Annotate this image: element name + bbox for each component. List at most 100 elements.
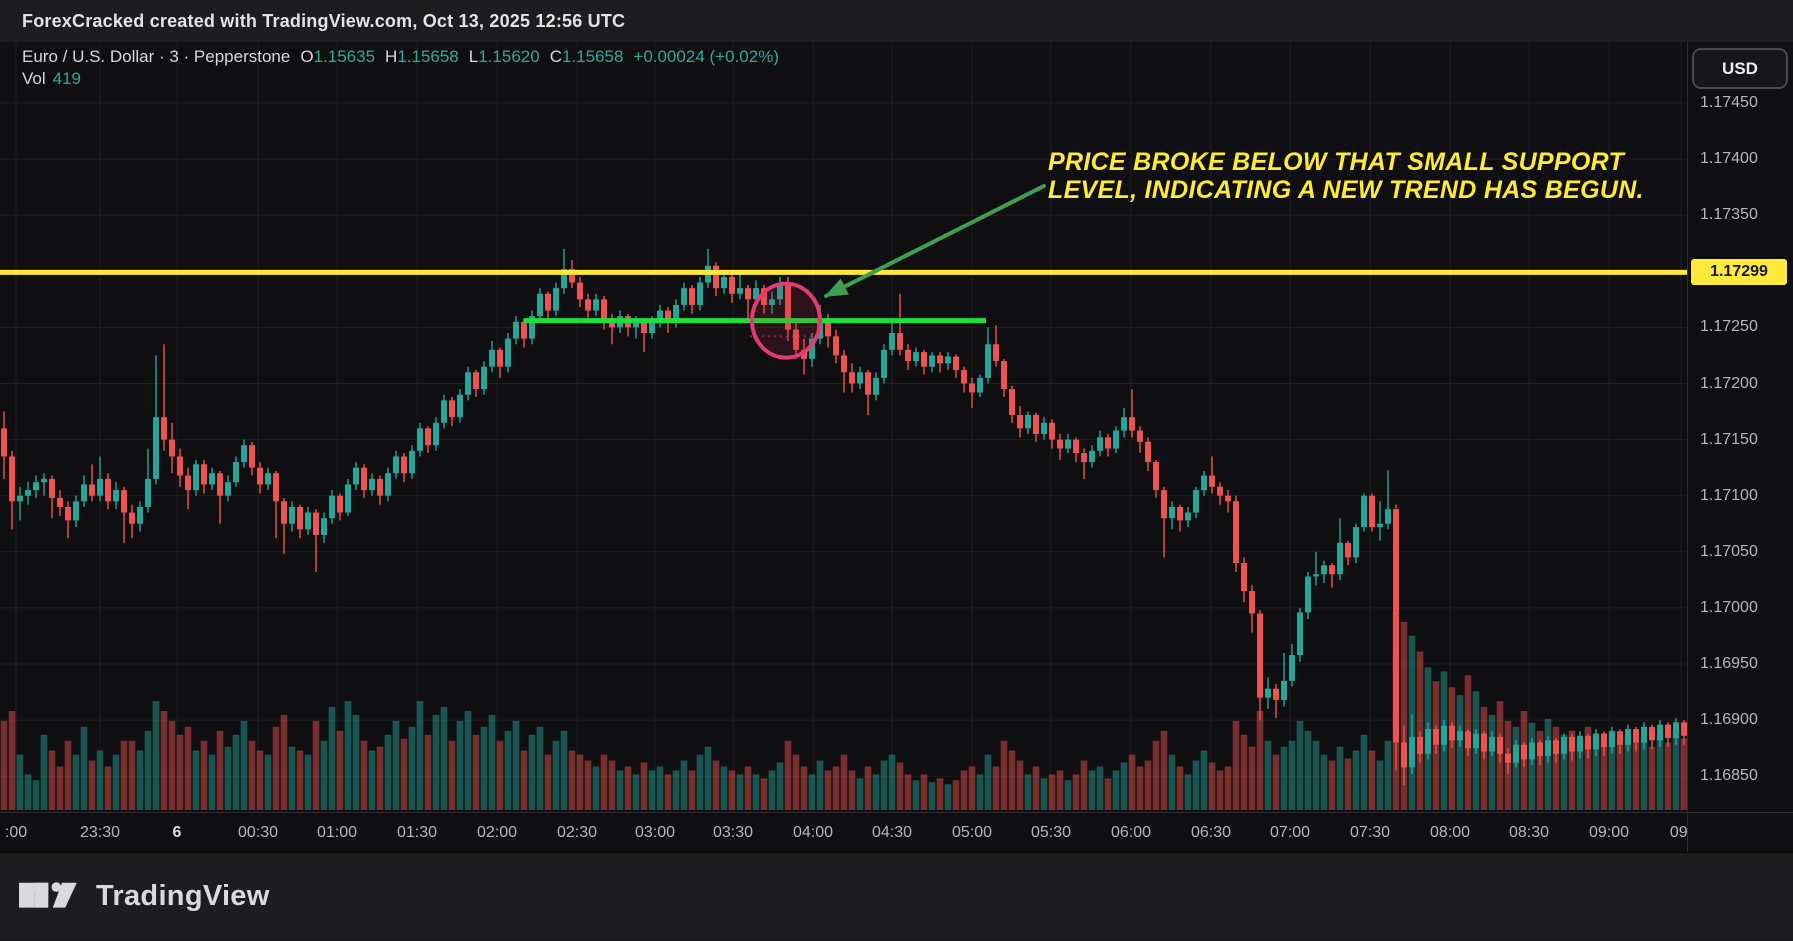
price-tick-label: 1.17000: [1700, 598, 1758, 616]
volume-bar: [632, 774, 640, 810]
candle: [777, 284, 783, 300]
price-axis[interactable]: USD 1.17299 1.17450 1.17400 1.17350 1.17250…: [1687, 42, 1793, 812]
candle: [1241, 563, 1247, 592]
volume-bar: [848, 770, 856, 810]
time-tick-label: 03:30: [712, 823, 754, 841]
volume-bar: [920, 774, 928, 810]
volume-bar: [720, 766, 728, 810]
volume-bar: [392, 720, 400, 810]
candle: [1665, 724, 1671, 739]
volume-bar: [680, 760, 688, 810]
volume-bar: [136, 750, 144, 810]
candlestick-chart[interactable]: [0, 42, 1687, 812]
candle: [881, 349, 887, 378]
price-tick-label: 1.17450: [1700, 94, 1758, 111]
candle: [585, 299, 591, 311]
volume-bar: [1600, 740, 1608, 810]
candle: [1369, 495, 1375, 528]
candle: [1521, 744, 1527, 760]
volume-bar: [1104, 778, 1112, 810]
candle: [1121, 417, 1127, 431]
volume-bar: [960, 770, 968, 810]
volume-bar: [1640, 738, 1648, 810]
candle: [465, 372, 471, 395]
currency-button[interactable]: USD: [1692, 48, 1788, 89]
candle: [697, 282, 703, 305]
candle: [329, 495, 335, 519]
candle: [1097, 437, 1103, 451]
volume-bar: [344, 701, 352, 810]
candle: [633, 321, 639, 328]
volume-bar: [1584, 726, 1592, 810]
volume-bar: [1384, 740, 1392, 810]
volume-bar: [896, 762, 904, 810]
candle: [1465, 731, 1471, 749]
volume-bar: [304, 754, 312, 810]
candle: [769, 299, 775, 305]
volume-bar: [416, 701, 424, 810]
symbol-legend[interactable]: Euro / U.S. Dollar · 3 · Pepperstone O 1.…: [22, 47, 779, 67]
candle: [193, 464, 199, 491]
candle: [249, 445, 255, 468]
volume-legend[interactable]: Vol 419: [22, 69, 81, 89]
candle: [921, 352, 927, 367]
time-tick-label: 08:00: [1429, 823, 1471, 841]
candle: [857, 372, 863, 384]
volume-bar: [48, 750, 56, 810]
volume-bar: [528, 734, 536, 810]
candle: [1305, 576, 1311, 613]
chart-pane[interactable]: Euro / U.S. Dollar · 3 · Pepperstone O 1.…: [0, 42, 1687, 812]
candle: [1201, 475, 1207, 491]
candle: [793, 329, 799, 350]
volume-bar: [1272, 754, 1280, 810]
time-tick-label: 02:30: [556, 823, 598, 841]
candle: [1265, 688, 1271, 698]
volume-bar: [648, 770, 656, 810]
volume-bar: [1648, 746, 1656, 810]
candle: [1321, 565, 1327, 575]
volume-bar: [704, 746, 712, 810]
ohlc-high: H 1.15658: [385, 47, 459, 66]
candle: [1161, 490, 1167, 519]
volume-bar: [1568, 730, 1576, 810]
tradingview-logo-icon[interactable]: [19, 881, 83, 912]
candle: [1545, 740, 1551, 757]
candle: [1257, 613, 1263, 698]
volume-bar: [760, 778, 768, 810]
volume-bar: [776, 762, 784, 810]
time-axis[interactable]: :00 23:30 6 00:30 01:00 01:30 02:00 02:30 03:00 0…: [0, 813, 1687, 852]
volume-bar: [1032, 766, 1040, 810]
volume-bar: [744, 766, 752, 810]
volume-bar: [472, 734, 480, 810]
candle: [1409, 736, 1415, 768]
volume-bar: [672, 770, 680, 810]
volume-bar: [1168, 754, 1176, 810]
candle: [1249, 591, 1255, 614]
candle: [785, 284, 791, 330]
time-axis-row: :00 23:30 6 00:30 01:00 01:30 02:00 02:30 03:00 0…: [0, 812, 1793, 852]
candle: [1577, 735, 1583, 752]
candle: [1009, 389, 1015, 415]
candle: [1609, 731, 1615, 748]
volume-bar: [1112, 770, 1120, 810]
volume-bar: [584, 760, 592, 810]
volume-bar: [280, 714, 288, 810]
candle: [985, 344, 991, 378]
candle: [1281, 680, 1287, 700]
volume-bar: [480, 726, 488, 810]
volume-bar: [536, 726, 544, 810]
volume-bar: [1008, 750, 1016, 810]
time-tick-label: 09:00: [1588, 823, 1630, 841]
candle: [545, 293, 551, 311]
volume-bar: [1128, 754, 1136, 810]
volume-bar: [1160, 730, 1168, 810]
candle: [369, 478, 375, 491]
price-tick-label: 1.16950: [1700, 655, 1758, 672]
volume-bar: [600, 754, 608, 810]
volume-bar: [688, 770, 696, 810]
candle: [729, 276, 735, 294]
candle: [1377, 523, 1383, 528]
tradingview-brand-text[interactable]: TradingView: [96, 880, 270, 912]
candle: [97, 478, 103, 496]
volume-bar: [1184, 774, 1192, 810]
